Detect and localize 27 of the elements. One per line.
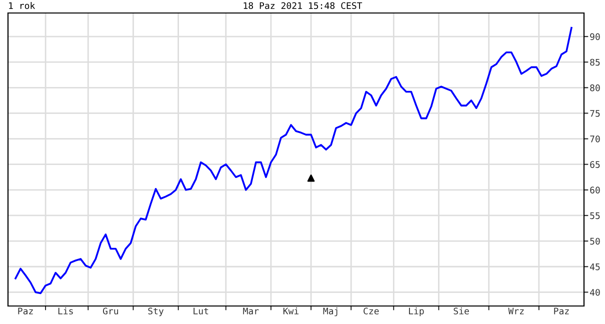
y-tick-label: 65 [590, 161, 600, 168]
x-tick-label: Lut [194, 308, 208, 314]
x-tick-label: Lis [58, 307, 73, 314]
y-tick-label: 55 [590, 212, 600, 220]
x-tick-label: Maj [323, 307, 338, 316]
y-tick-label: 50 [590, 238, 600, 245]
y-tick-label: 45 [590, 264, 600, 270]
x-tick-label: Cze [364, 308, 379, 314]
chart-title: 1 rok [9, 2, 36, 10]
line-series [14, 26, 572, 294]
x-tick-label: Kwi [283, 307, 299, 314]
x-tick-label: Sie [454, 307, 469, 314]
y-tick-label: 85 [590, 58, 600, 66]
y-tick-label: 75 [590, 110, 600, 117]
x-tick-label: Paz [554, 308, 569, 314]
y-tick-label: 40 [590, 288, 600, 296]
x-tick-label: Gru [102, 308, 118, 314]
y-tick-label: 60 [590, 186, 600, 194]
chart-subtitle: 18 Paz 2021 15:48 CEST [244, 2, 362, 10]
x-tick-label: Wrz [508, 308, 524, 314]
x-tick-label: Mar [243, 308, 259, 314]
y-tick-label: 80 [590, 84, 600, 92]
x-tick-label: Sty [148, 308, 164, 316]
y-tick-label: 70 [590, 136, 600, 142]
x-tick-label: Paz [18, 308, 33, 314]
y-tick-label: 90 [590, 33, 600, 40]
x-tick-label: Lip [409, 307, 424, 316]
